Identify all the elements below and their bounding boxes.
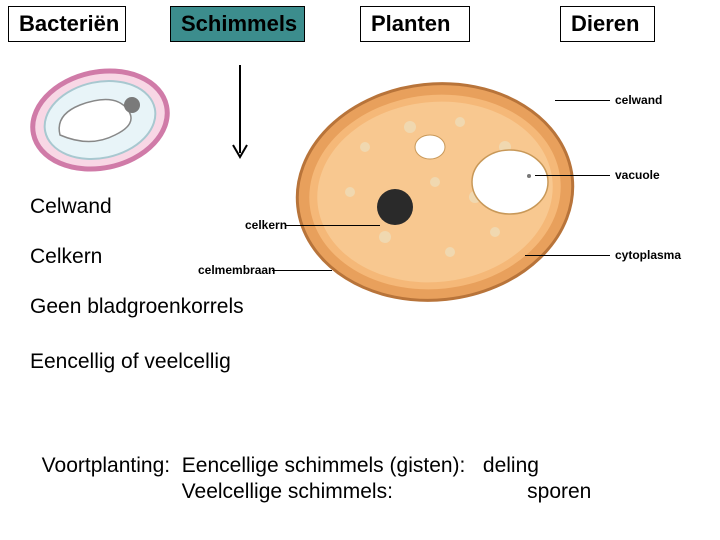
repro-line2a: Veelcellige schimmels: <box>182 480 393 503</box>
fungus-label-celwand: celwand <box>615 93 662 107</box>
leader-vacuole <box>535 175 610 176</box>
leader-cytoplasma <box>525 255 610 256</box>
feature-nochloro: Geen bladgroenkorrels <box>30 295 244 319</box>
fungus-label-celmembraan: celmembraan <box>198 263 275 277</box>
leader-celwand <box>555 100 610 101</box>
leader-celkern <box>285 225 380 226</box>
tab-plants[interactable]: Planten <box>360 6 470 42</box>
fungus-label-celkern: celkern <box>245 218 287 232</box>
leader-celmembraan <box>272 270 332 271</box>
feature-celkern: Celkern <box>30 245 102 269</box>
fungus-label-cytoplasma: cytoplasma <box>615 248 681 262</box>
fungus-cell-icon <box>285 72 595 312</box>
bacteria-cell-icon <box>20 60 180 180</box>
repro-line2b: sporen <box>527 480 591 503</box>
feature-multicell: Eencellig of veelcellig <box>30 350 231 374</box>
tab-fungi[interactable]: Schimmels <box>170 6 305 42</box>
arrow-down-icon <box>230 65 250 165</box>
reproduction-block-2: Veelcellige schimmels: sporen <box>170 456 591 504</box>
feature-celwand: Celwand <box>30 195 112 219</box>
fungus-label-vacuole: vacuole <box>615 168 660 182</box>
tab-animals[interactable]: Dieren <box>560 6 655 42</box>
tab-bacteria[interactable]: Bacteriën <box>8 6 126 42</box>
